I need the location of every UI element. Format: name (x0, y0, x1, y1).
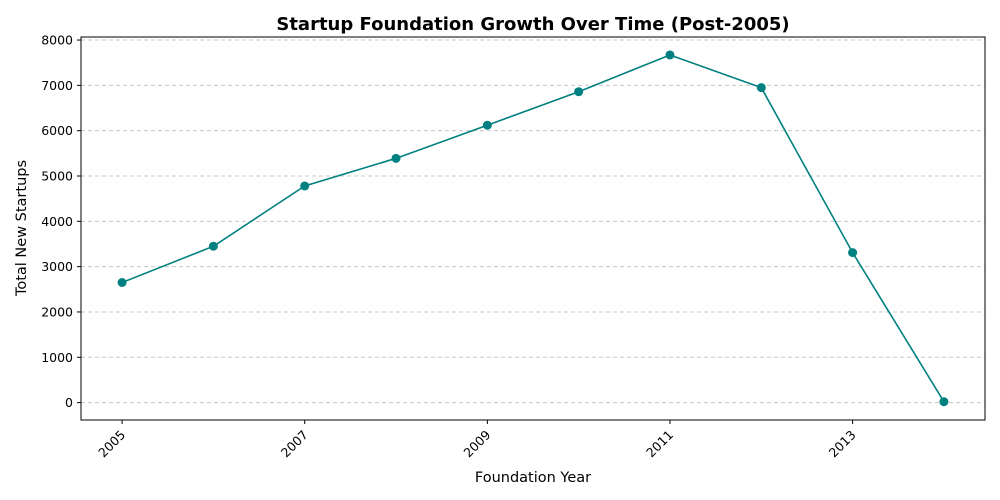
y-tick-label-0: 0 (65, 395, 73, 410)
x-tick-label-0: 2005 (95, 427, 128, 460)
x-tick-label-2: 2009 (460, 427, 493, 460)
y-tick-label-2: 2000 (41, 304, 73, 319)
x-axis-ticks: 2005 2007 2009 2011 2013 (95, 420, 859, 460)
data-point-2014 (939, 397, 949, 407)
data-point-2006 (208, 241, 218, 251)
data-point-2011 (665, 50, 675, 60)
data-point-2012 (756, 83, 766, 93)
data-point-2007 (300, 181, 310, 191)
y-tick-label-4: 4000 (41, 214, 73, 229)
data-point-2008 (391, 153, 401, 163)
data-point-2013 (848, 248, 858, 258)
series-line (121, 54, 945, 403)
x-tick-label-4: 2013 (826, 427, 859, 460)
y-tick-label-6: 6000 (41, 123, 73, 138)
y-tick-label-1: 1000 (41, 350, 73, 365)
chart-title: Startup Foundation Growth Over Time (Pos… (276, 14, 789, 35)
y-axis-ticks: 0 1000 2000 3000 4000 5000 6000 7000 8000 (41, 33, 81, 410)
data-points (117, 50, 949, 407)
y-tick-label-3: 3000 (41, 259, 73, 274)
x-axis-label: Foundation Year (475, 470, 591, 486)
y-tick-label-8: 8000 (41, 33, 73, 48)
data-point-2010 (574, 87, 584, 97)
data-point-2005 (117, 277, 127, 287)
y-tick-label-7: 7000 (41, 78, 73, 93)
y-tick-label-5: 5000 (41, 168, 73, 183)
x-tick-label-3: 2011 (643, 427, 676, 460)
y-axis-label: Total New Startups (14, 160, 30, 297)
plot-frame (80, 36, 986, 421)
gridlines (81, 39, 985, 404)
x-tick-label-1: 2007 (278, 427, 311, 460)
data-point-2009 (482, 120, 492, 130)
